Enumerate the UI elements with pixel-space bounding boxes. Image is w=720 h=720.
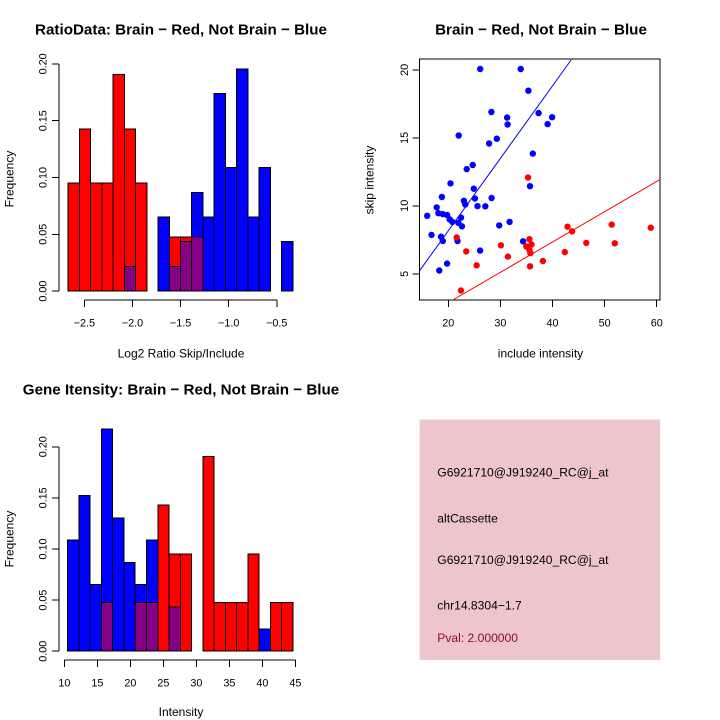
svg-text:0.05: 0.05	[37, 224, 49, 245]
svg-text:−1.5: −1.5	[170, 318, 191, 330]
svg-text:−2.0: −2.0	[122, 318, 143, 330]
svg-text:RatioData: Brain − Red, Not Br: RatioData: Brain − Red, Not Brain − Blue	[35, 22, 327, 39]
svg-text:20: 20	[399, 64, 411, 76]
svg-text:−1.0: −1.0	[218, 318, 239, 330]
svg-text:0.20: 0.20	[37, 436, 49, 457]
svg-text:0.00: 0.00	[37, 641, 49, 662]
svg-text:Gene Itensity: Brain − Red, No: Gene Itensity: Brain − Red, Not Brain − …	[23, 382, 339, 399]
svg-text:−0.5: −0.5	[266, 318, 287, 330]
svg-text:Brain − Red, Not Brain − Blue: Brain − Red, Not Brain − Blue	[435, 22, 647, 39]
svg-text:45: 45	[289, 678, 301, 690]
svg-text:Frequency: Frequency	[3, 511, 17, 568]
svg-text:20: 20	[442, 318, 454, 330]
svg-text:skip intensity: skip intensity	[363, 146, 377, 215]
svg-text:G6921710@J919240_RC@j_at: G6921710@J919240_RC@j_at	[437, 465, 609, 479]
svg-text:20: 20	[124, 678, 136, 690]
svg-text:60: 60	[651, 318, 663, 330]
svg-text:30: 30	[494, 318, 506, 330]
svg-text:40: 40	[546, 318, 558, 330]
svg-text:Frequency: Frequency	[3, 151, 17, 208]
svg-text:40: 40	[256, 678, 268, 690]
svg-text:0.15: 0.15	[37, 110, 49, 131]
svg-text:Pval: 2.000000: Pval: 2.000000	[437, 631, 518, 645]
svg-text:include intensity: include intensity	[498, 347, 583, 361]
svg-text:0.15: 0.15	[37, 487, 49, 508]
svg-text:0.10: 0.10	[37, 538, 49, 559]
svg-text:Log2 Ratio Skip/Include: Log2 Ratio Skip/Include	[118, 347, 245, 361]
svg-text:Intensity: Intensity	[159, 705, 204, 719]
svg-text:0.00: 0.00	[37, 281, 49, 302]
svg-text:35: 35	[223, 678, 235, 690]
svg-text:altCassette: altCassette	[437, 511, 498, 525]
svg-text:15: 15	[399, 132, 411, 144]
svg-text:50: 50	[599, 318, 611, 330]
svg-text:chr14.8304−1.7: chr14.8304−1.7	[437, 599, 522, 613]
svg-text:−2.5: −2.5	[74, 318, 95, 330]
svg-text:10: 10	[399, 200, 411, 212]
svg-text:0.10: 0.10	[37, 167, 49, 188]
svg-text:0.05: 0.05	[37, 590, 49, 611]
svg-text:25: 25	[157, 678, 169, 690]
svg-text:5: 5	[399, 271, 411, 277]
svg-text:10: 10	[58, 678, 70, 690]
svg-text:0.20: 0.20	[37, 53, 49, 74]
svg-text:G6921710@J919240_RC@j_at: G6921710@J919240_RC@j_at	[437, 553, 609, 567]
svg-text:30: 30	[190, 678, 202, 690]
svg-text:15: 15	[91, 678, 103, 690]
